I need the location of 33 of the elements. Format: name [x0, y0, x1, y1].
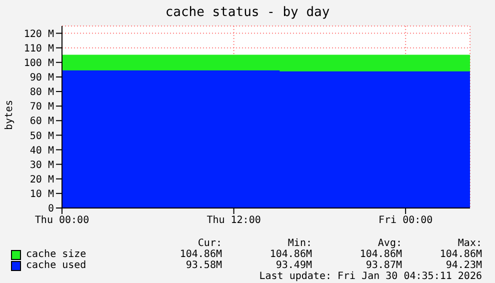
- text: 104.86M: [268, 249, 312, 260]
- text: 94.23M: [444, 260, 482, 271]
- y-axis-title: bytes: [4, 100, 15, 130]
- text: 93.58M: [184, 260, 222, 271]
- y-tick-label: 0: [48, 204, 54, 215]
- y-tick-label: 70 M: [30, 102, 54, 113]
- x-tick-label: Fri 00:00: [378, 215, 433, 226]
- y-tick-label: 120 M: [24, 28, 54, 40]
- y-tick-label: 40 M: [30, 145, 54, 156]
- y-tick-label: 100 M: [24, 58, 54, 69]
- text: 93.49M: [274, 260, 312, 271]
- text: Last update: Fri Jan 30 04:35:11 2026: [258, 271, 482, 282]
- y-tick-label: 110 M: [24, 43, 54, 54]
- y-tick-label: 50 M: [30, 130, 54, 142]
- text: 104.86M: [358, 249, 402, 260]
- y-tick-label: 80 M: [30, 87, 54, 98]
- chart-title: cache status - by day: [164, 5, 331, 20]
- y-tick-label: 60 M: [30, 116, 54, 128]
- x-tick-label: Thu 00:00: [34, 215, 90, 226]
- legend-label: cache size: [25, 249, 88, 260]
- y-tick-label: 20 M: [30, 174, 54, 186]
- text: Min:: [286, 238, 312, 249]
- text: Avg:: [376, 238, 402, 249]
- y-tick-label: 90 M: [30, 72, 54, 84]
- text: 104.86M: [438, 249, 482, 260]
- text: 104.86M: [178, 249, 222, 260]
- legend-label: cache used: [25, 260, 88, 271]
- text: Max:: [456, 238, 482, 249]
- x-tick-label: Thu 12:00: [206, 215, 261, 226]
- text: 93.87M: [364, 260, 402, 271]
- y-tick-label: 10 M: [30, 188, 54, 200]
- y-tick-label: 30 M: [30, 160, 54, 171]
- text: Cur:: [196, 238, 222, 249]
